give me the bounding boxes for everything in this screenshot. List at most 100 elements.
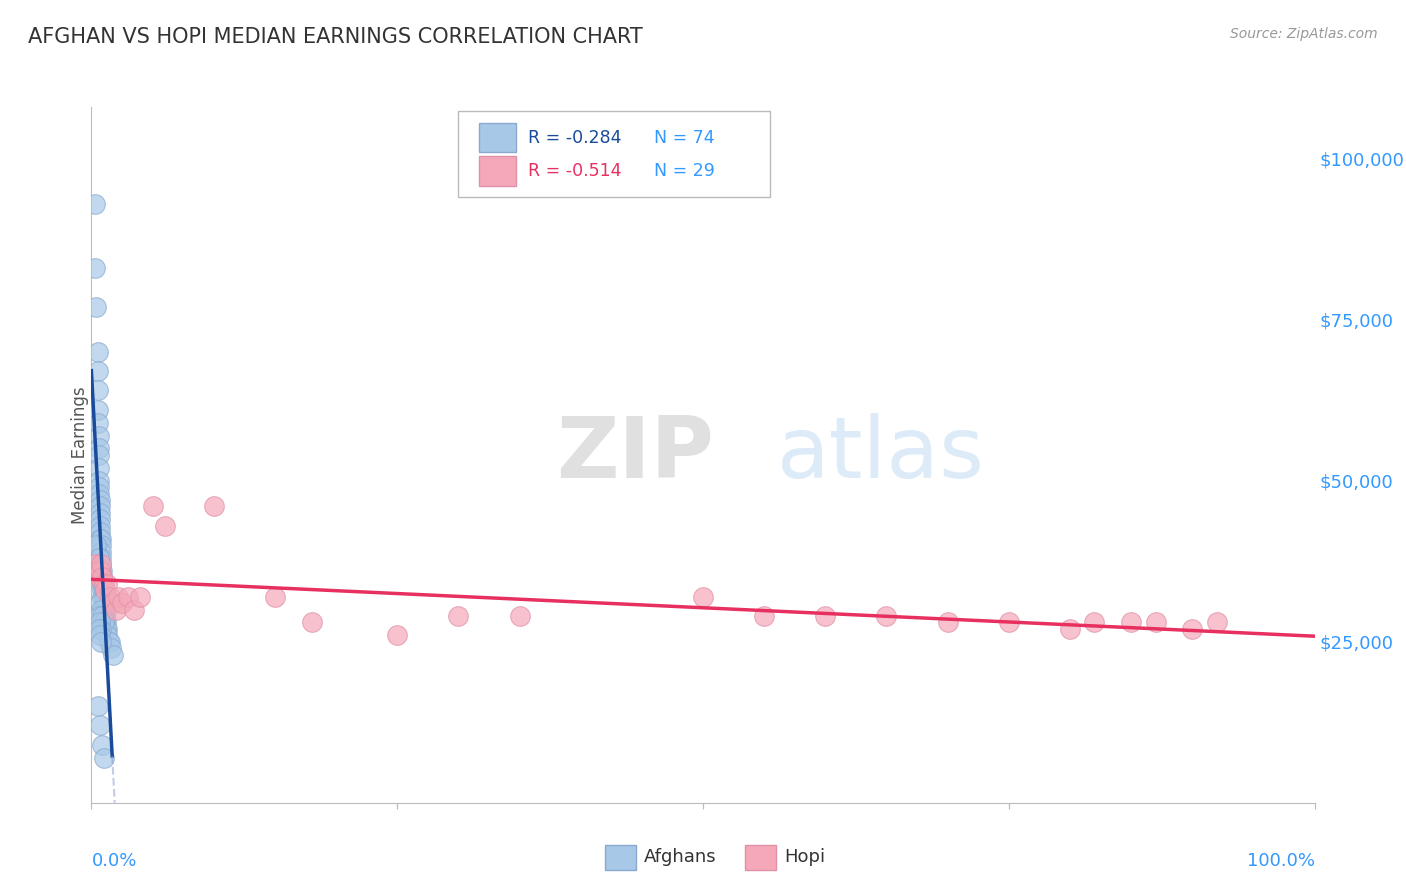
Point (93, 596, 115, 610)
Point (86, 402, 108, 417)
Point (87, 428, 110, 442)
Point (87, 474, 110, 488)
Point (141, 500, 163, 514)
Point (90, 564, 112, 578)
Point (86, 384, 108, 398)
Point (1181, 622, 1204, 636)
Point (89, 518, 111, 533)
Point (100, 641, 122, 656)
Point (91, 609, 114, 624)
Point (84, 564, 107, 578)
Text: Afghans: Afghans (644, 848, 717, 866)
Point (84, 196, 107, 211)
Point (153, 518, 176, 533)
Point (89, 493, 111, 508)
Point (90, 558, 112, 572)
Point (93, 615, 115, 630)
Bar (479, 123, 516, 153)
Y-axis label: Median Earnings: Median Earnings (72, 386, 89, 524)
Point (90, 558, 112, 572)
Text: atlas: atlas (776, 413, 984, 497)
Point (1083, 615, 1105, 630)
Point (103, 596, 125, 610)
Point (87, 551, 110, 566)
Point (90, 532, 112, 546)
Text: N = 74: N = 74 (654, 128, 714, 146)
Point (93, 590, 115, 604)
Point (814, 609, 837, 624)
Point (91, 576, 114, 591)
Point (93, 602, 115, 616)
Point (104, 602, 127, 616)
Point (385, 628, 409, 642)
Point (87, 564, 110, 578)
Point (91, 564, 114, 578)
Text: ZIP: ZIP (557, 413, 714, 497)
Point (122, 602, 145, 616)
Point (87, 448, 110, 462)
Point (447, 609, 470, 624)
Point (692, 590, 714, 604)
Point (87, 622, 110, 636)
Text: Source: ZipAtlas.com: Source: ZipAtlas.com (1230, 27, 1378, 41)
Point (89, 596, 111, 610)
Point (89, 718, 111, 732)
Text: 0.0%: 0.0% (91, 852, 136, 870)
FancyBboxPatch shape (458, 111, 770, 197)
Point (107, 590, 129, 604)
Point (84, 558, 107, 572)
Point (93, 602, 115, 616)
Point (86, 699, 108, 714)
Text: N = 29: N = 29 (654, 162, 714, 180)
Point (87, 480, 110, 494)
Point (84, 300, 107, 314)
Point (94, 583, 117, 598)
Point (264, 590, 287, 604)
Text: R = -0.284: R = -0.284 (529, 128, 621, 146)
Text: 100.0%: 100.0% (1247, 852, 1315, 870)
Point (86, 416, 108, 430)
Point (84, 538, 107, 552)
Point (94, 609, 117, 624)
Point (91, 576, 114, 591)
Point (301, 615, 323, 630)
Point (89, 615, 111, 630)
Point (91, 738, 114, 752)
Point (89, 500, 111, 514)
Point (94, 609, 117, 624)
Point (91, 576, 114, 591)
Point (87, 442, 110, 456)
Point (129, 590, 152, 604)
Point (97, 634, 120, 648)
Point (936, 615, 959, 630)
Point (94, 615, 117, 630)
Text: R = -0.514: R = -0.514 (529, 162, 621, 180)
Point (94, 622, 117, 636)
Point (94, 590, 117, 604)
Point (111, 596, 134, 610)
Point (91, 583, 114, 598)
Point (1144, 615, 1167, 630)
Point (89, 564, 111, 578)
Point (94, 622, 117, 636)
Point (94, 615, 117, 630)
Point (90, 544, 112, 558)
Point (509, 609, 531, 624)
Point (89, 506, 111, 520)
Point (87, 609, 110, 624)
Point (91, 570, 114, 584)
Point (87, 460, 110, 475)
Point (998, 615, 1021, 630)
Point (96, 576, 118, 591)
Point (90, 538, 112, 552)
Point (86, 364, 108, 378)
Bar (479, 156, 516, 186)
Point (93, 750, 115, 764)
Point (1205, 615, 1227, 630)
Point (93, 576, 115, 591)
Point (98, 634, 121, 648)
Point (86, 344, 108, 359)
Point (84, 261, 107, 276)
Point (1059, 622, 1081, 636)
Point (89, 532, 111, 546)
